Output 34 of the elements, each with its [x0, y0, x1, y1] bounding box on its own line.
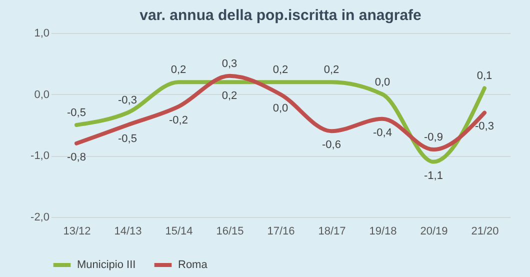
y-tick-label: -2,0: [30, 212, 50, 224]
data-label: -0,4: [373, 126, 392, 139]
x-tick-label: 20/19: [420, 226, 448, 238]
data-label: -0,3: [475, 120, 494, 133]
data-label: 0,2: [272, 64, 288, 76]
chart-title: var. annua della pop.iscritta in anagrafe: [140, 7, 422, 24]
data-label: -0,6: [322, 139, 341, 152]
data-label: 0,2: [170, 64, 186, 76]
data-label: -0,5: [67, 107, 86, 119]
data-label: -0,8: [67, 151, 86, 164]
data-label: -1,1: [424, 170, 443, 182]
data-label: 0,0: [272, 102, 288, 114]
y-tick-label: -1,0: [30, 150, 50, 162]
x-tick-label: 18/17: [318, 226, 346, 238]
x-tick-label: 14/13: [114, 226, 142, 238]
data-label: -0,2: [169, 114, 188, 127]
data-label: 0,1: [476, 70, 492, 82]
legend-label: Municipio III: [77, 259, 136, 271]
data-label: -0,9: [424, 132, 443, 144]
x-tick-label: 21/20: [471, 226, 499, 238]
y-tick-label: 0,0: [34, 88, 50, 101]
data-label: 0,0: [374, 76, 390, 88]
x-tick-label: 13/12: [63, 226, 91, 238]
legend-label: Roma: [178, 259, 208, 271]
x-tick-label: 19/18: [369, 226, 397, 238]
data-label: -0,5: [118, 133, 137, 145]
x-tick-label: 17/16: [267, 226, 295, 238]
data-label: 0,2: [324, 64, 340, 76]
y-tick-label: 1,0: [34, 28, 50, 40]
data-label: -0,3: [118, 94, 137, 107]
data-label: 0,2: [222, 90, 238, 102]
x-tick-label: 15/14: [165, 226, 193, 238]
data-label: 0,3: [222, 58, 238, 70]
x-tick-label: 16/15: [216, 226, 244, 238]
